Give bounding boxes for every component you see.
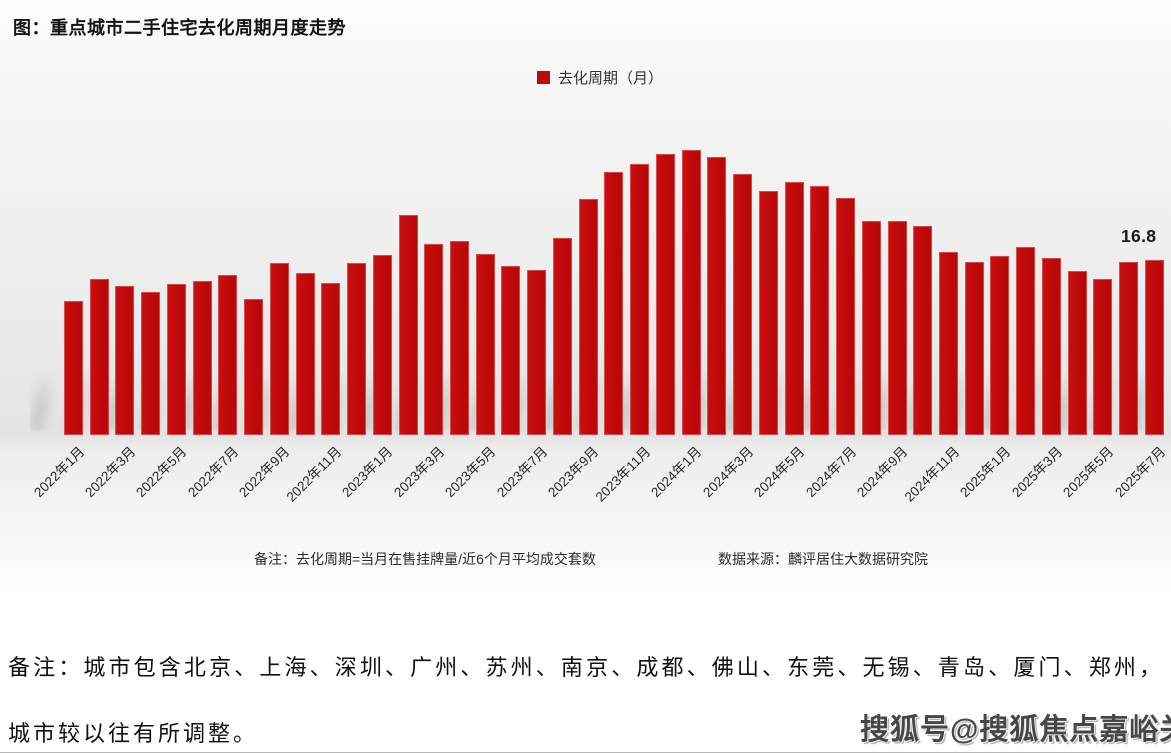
bar-2025年2月 [1016, 246, 1036, 435]
bar-2024年12月 [964, 262, 984, 435]
bar-2022年8月 [244, 298, 264, 435]
bar-2024年2月 [707, 157, 727, 435]
bar-2022年3月 [115, 286, 135, 435]
bar-2023年5月 [475, 254, 495, 435]
bar-2024年4月 [758, 190, 778, 435]
chart-footnote: 备注：去化周期=当月在售挂牌量/近6个月平均成交套数 [254, 551, 596, 567]
bar-2024年9月 [887, 220, 907, 435]
bar-2023年1月 [372, 255, 392, 435]
bar-2022年2月 [89, 279, 109, 435]
bar-2025年1月 [990, 256, 1010, 435]
bar-2022年5月 [166, 284, 186, 435]
bar-2023年8月 [552, 238, 572, 435]
bar-2025年5月 [1093, 279, 1113, 435]
bar-2024年8月 [861, 220, 881, 435]
bar-2024年7月 [836, 197, 856, 435]
bar-2025年3月 [1041, 258, 1061, 435]
bar-2025年4月 [1067, 270, 1087, 435]
bar-2025年6月 [1119, 262, 1139, 435]
bar-2022年9月 [269, 263, 289, 435]
bar-2023年12月 [655, 154, 675, 435]
bar-2022年4月 [141, 291, 161, 435]
watermark-text: 搜狐号@搜狐焦点嘉峪关站 [860, 714, 1171, 746]
bar-2023年10月 [604, 171, 624, 435]
bar-2022年1月 [64, 300, 83, 435]
bar-2023年9月 [578, 198, 598, 435]
bar-2024年5月 [784, 182, 804, 435]
bar-2024年3月 [733, 174, 753, 435]
chart-panel: 图：重点城市二手住宅去化周期月度走势 去化周期（月） 16.8 2022年1月 2… [0, 0, 1171, 586]
data-source-label: 数据来源：麟评居住大数据研究院 [718, 551, 928, 567]
bar-2023年11月 [630, 163, 650, 435]
bar-2023年6月 [501, 265, 521, 435]
bar-2025年7月 [1144, 260, 1164, 435]
legend-color-swatch-icon [537, 71, 550, 84]
bottom-note-line1: 备注：城市包含北京、上海、深圳、广州、苏州、南京、成都、佛山、东莞、无锡、青岛、… [8, 655, 1163, 680]
bar-2023年7月 [527, 269, 547, 435]
bar-2023年3月 [424, 243, 444, 435]
bar-2023年4月 [450, 240, 470, 435]
bar-2022年11月 [321, 283, 341, 435]
plot-area [64, 0, 1164, 435]
bottom-note-line2: 城市较以往有所调整。 [8, 721, 259, 746]
bar-2024年6月 [810, 186, 830, 435]
bar-2024年1月 [681, 150, 701, 435]
chart-legend: 去化周期（月） [537, 67, 663, 88]
bar-2024年11月 [938, 252, 958, 435]
bar-2024年10月 [913, 226, 933, 435]
x-axis-labels: 2022年1月 2022年3月 2022年5月 2022年7月 2022年9月 2022年… [31, 444, 1168, 505]
bar-2022年7月 [218, 274, 238, 435]
bar-2023年2月 [398, 214, 418, 435]
bar-2022年10月 [295, 272, 315, 435]
bar-2022年12月 [347, 263, 367, 435]
chart-title: 图：重点城市二手住宅去化周期月度走势 [13, 18, 346, 38]
legend-label: 去化周期（月） [558, 70, 664, 87]
last-bar-value-label: 16.8 [1121, 226, 1157, 246]
bar-2022年6月 [192, 281, 212, 435]
